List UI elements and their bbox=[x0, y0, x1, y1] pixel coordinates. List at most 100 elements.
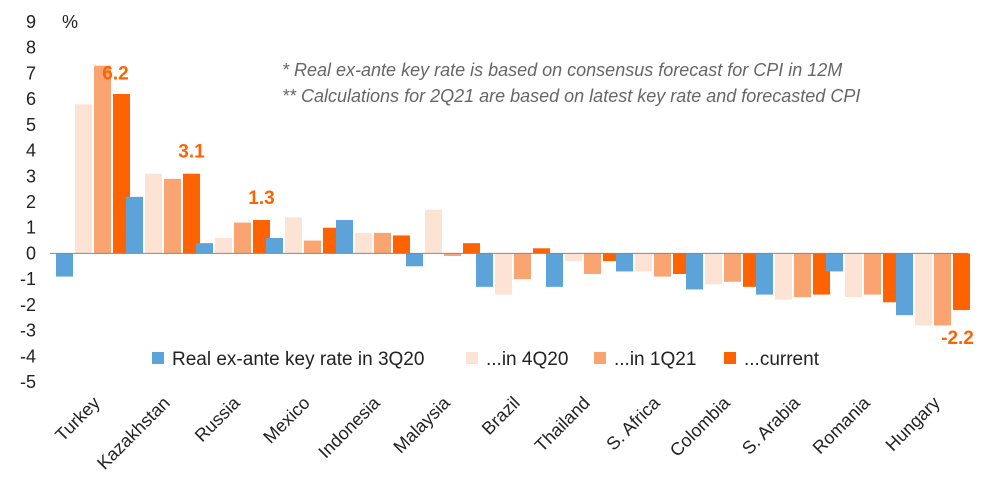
x-tick-label: Mexico bbox=[259, 393, 313, 447]
bar bbox=[565, 253, 582, 262]
bar bbox=[864, 253, 881, 295]
bar bbox=[234, 222, 251, 254]
legend-swatch bbox=[724, 352, 736, 364]
bar bbox=[164, 178, 181, 254]
y-axis-unit-label: % bbox=[62, 12, 78, 32]
y-tick-label: 2 bbox=[26, 192, 36, 212]
legend-swatch bbox=[594, 352, 606, 364]
bar bbox=[603, 253, 620, 262]
bar bbox=[425, 209, 442, 254]
y-tick-label: 3 bbox=[26, 166, 36, 186]
y-tick-label: -5 bbox=[20, 372, 36, 392]
legend-swatch bbox=[466, 352, 478, 364]
x-tick-label: Turkey bbox=[51, 393, 104, 446]
bar bbox=[56, 253, 73, 277]
bar bbox=[533, 248, 550, 254]
x-tick-label: Russia bbox=[191, 392, 245, 446]
x-tick-label: Malaysia bbox=[389, 392, 454, 457]
bar bbox=[794, 253, 811, 298]
bar bbox=[266, 238, 283, 254]
legend-label: ...in 4Q20 bbox=[486, 349, 568, 370]
y-tick-label: -3 bbox=[20, 321, 36, 341]
x-tick-label: Romania bbox=[809, 392, 875, 458]
bar bbox=[883, 253, 900, 303]
legend-label: ...current bbox=[744, 349, 820, 370]
bar bbox=[374, 232, 391, 254]
bar bbox=[705, 253, 722, 285]
bar bbox=[826, 253, 843, 272]
bar bbox=[285, 217, 302, 254]
legend: Real ex-ante key rate in 3Q20 ...in 4Q20.… bbox=[152, 349, 820, 370]
bar bbox=[743, 253, 760, 287]
bar bbox=[616, 253, 633, 272]
bar bbox=[813, 253, 830, 295]
y-tick-label: 6 bbox=[26, 89, 36, 109]
bar bbox=[304, 240, 321, 254]
y-tick-label: 7 bbox=[26, 63, 36, 83]
bar bbox=[75, 104, 92, 254]
bar bbox=[654, 253, 671, 277]
bar bbox=[756, 253, 773, 295]
bar bbox=[514, 253, 531, 280]
y-tick-label: 5 bbox=[26, 115, 36, 135]
y-axis: 9 8 7 6 5 4 3 2 1 0 -1 -2 -3 -4 -5 bbox=[20, 12, 36, 392]
legend-label: Real ex-ante key rate in 3Q20 bbox=[172, 349, 424, 370]
bar bbox=[323, 227, 340, 254]
bar bbox=[196, 243, 213, 254]
bar bbox=[126, 196, 143, 254]
x-tick-label: Hungary bbox=[882, 393, 944, 455]
bar bbox=[775, 253, 792, 300]
data-label: 3.1 bbox=[178, 142, 205, 163]
bar bbox=[934, 253, 951, 326]
y-tick-label: 1 bbox=[26, 218, 36, 238]
data-labels-group: 6.2 3.1 1.3 -2.2 bbox=[102, 63, 974, 349]
bar bbox=[476, 253, 493, 287]
bar bbox=[145, 173, 162, 254]
data-label: 6.2 bbox=[102, 63, 128, 84]
annotations-group: * Real ex-ante key rate is based on cons… bbox=[282, 60, 860, 106]
bar bbox=[94, 65, 111, 254]
bars-group bbox=[56, 65, 970, 326]
y-tick-label: 0 bbox=[26, 243, 36, 263]
y-tick-label: -4 bbox=[20, 346, 36, 366]
x-tick-label: Colombia bbox=[666, 392, 735, 461]
x-tick-label: Brazil bbox=[478, 393, 524, 439]
bar bbox=[336, 220, 353, 254]
bar bbox=[393, 235, 410, 254]
bar bbox=[635, 253, 652, 272]
bar bbox=[915, 253, 932, 326]
x-tick-label: Kazakhstan bbox=[93, 393, 174, 474]
bar bbox=[724, 253, 741, 282]
bar bbox=[253, 220, 270, 254]
x-tick-label: Indonesia bbox=[314, 392, 384, 462]
bar bbox=[355, 232, 372, 254]
bar bbox=[673, 253, 690, 274]
bar bbox=[686, 253, 703, 290]
y-tick-label: 4 bbox=[26, 141, 36, 161]
annotation-note: * Real ex-ante key rate is based on cons… bbox=[282, 60, 842, 80]
bar bbox=[845, 253, 862, 298]
y-tick-label: -1 bbox=[20, 269, 36, 289]
data-label: 1.3 bbox=[248, 188, 274, 209]
y-tick-label: 8 bbox=[26, 38, 36, 58]
x-tick-label: S. Africa bbox=[602, 392, 664, 454]
bar bbox=[215, 238, 232, 254]
bar bbox=[463, 243, 480, 254]
bar bbox=[495, 253, 512, 295]
bar bbox=[896, 253, 913, 316]
bar bbox=[584, 253, 601, 274]
y-tick-label: -2 bbox=[20, 295, 36, 315]
legend-swatch bbox=[152, 352, 164, 364]
bar bbox=[406, 253, 423, 267]
bar bbox=[183, 173, 200, 254]
bar bbox=[113, 94, 130, 254]
bar bbox=[953, 253, 970, 310]
annotation-note: ** Calculations for 2Q21 are based on la… bbox=[282, 86, 860, 106]
x-tick-label: Thailand bbox=[531, 393, 594, 456]
legend-label: ...in 1Q21 bbox=[614, 349, 696, 370]
y-tick-label: 9 bbox=[26, 12, 36, 32]
bar bbox=[546, 253, 563, 287]
data-label: -2.2 bbox=[941, 328, 974, 349]
